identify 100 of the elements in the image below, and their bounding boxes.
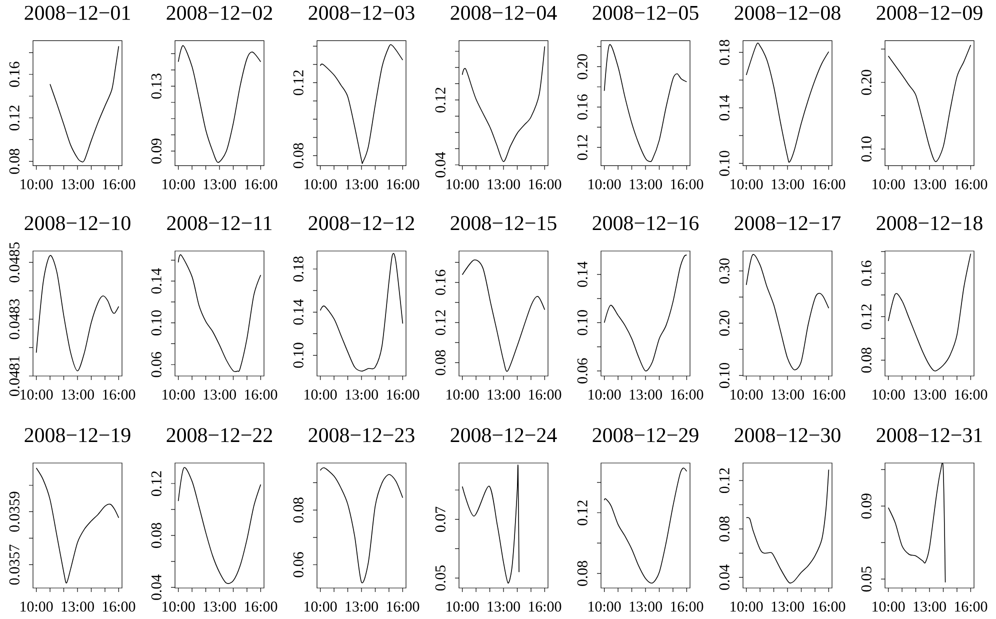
y-tick-label: 0.12 — [577, 500, 588, 526]
x-tick-label: 13:00 — [488, 602, 520, 612]
x-tick-label: 16:00 — [529, 390, 562, 400]
line-series — [746, 469, 830, 584]
y-tick-label: 0.04 — [151, 574, 162, 600]
line-series — [178, 45, 262, 163]
y-tick-label: 0.12 — [435, 310, 446, 336]
chart-title: 2008−12−09 — [876, 6, 982, 20]
x-tick-label: 16:00 — [245, 390, 278, 400]
y-tick-label: 0.05 — [435, 566, 446, 591]
y-tick-label: 0.16 — [861, 260, 872, 286]
x-tick-label: 16:00 — [955, 179, 988, 190]
x-tick-label: 16:00 — [103, 179, 136, 190]
y-tick-label: 0.18 — [293, 256, 304, 282]
x-tick-label: 16:00 — [955, 390, 988, 400]
y-tick-label: 0.08 — [577, 560, 588, 586]
x-tick-label: 10:00 — [730, 602, 763, 612]
y-tick-label: 0.0357 — [9, 544, 20, 585]
x-tick-label: 13:00 — [488, 390, 520, 400]
x-tick-label: 10:00 — [446, 602, 479, 612]
x-tick-label: 16:00 — [813, 390, 846, 400]
chart-title: 2008−12−05 — [592, 6, 698, 20]
y-tick-label: 0.0359 — [9, 492, 20, 532]
y-tick-label: 0.04 — [719, 564, 730, 590]
x-tick-label: 16:00 — [103, 602, 136, 612]
y-tick-label: 0.12 — [293, 70, 304, 96]
y-tick-label: 0.13 — [151, 74, 162, 99]
chart-title: 2008−12−04 — [450, 6, 557, 20]
x-tick-label: 13:00 — [630, 602, 662, 612]
y-tick-label: 0.12 — [577, 135, 588, 160]
x-tick-label: 16:00 — [955, 602, 988, 612]
x-tick-label: 10:00 — [588, 179, 621, 190]
x-tick-label: 16:00 — [529, 602, 562, 612]
y-tick-label: 0.14 — [151, 268, 162, 294]
x-tick-label: 16:00 — [387, 602, 420, 612]
x-tick-label: 10:00 — [20, 390, 53, 400]
x-tick-label: 10:00 — [730, 390, 763, 400]
chart-title: 2008−12−22 — [166, 428, 272, 442]
y-tick-label: 0.12 — [861, 304, 872, 330]
line-series — [888, 44, 972, 162]
y-tick-label: 0.16 — [435, 270, 446, 295]
line-series — [50, 46, 120, 162]
x-tick-label: 10:00 — [20, 179, 53, 190]
y-tick-label: 0.10 — [293, 342, 304, 368]
chart-title: 2008−12−12 — [308, 216, 414, 230]
y-tick-label: 0.05 — [861, 566, 872, 592]
x-tick-label: 13:00 — [772, 179, 804, 190]
x-tick-label: 10:00 — [730, 179, 763, 190]
x-tick-label: 13:00 — [346, 390, 378, 400]
y-tick-label: 0.09 — [151, 138, 162, 164]
line-series — [462, 46, 546, 162]
x-tick-label: 10:00 — [20, 602, 53, 612]
chart-title: 2008−12−31 — [876, 428, 982, 442]
y-tick-label: 0.12 — [9, 106, 20, 130]
line-series — [604, 254, 688, 372]
x-tick-label: 16:00 — [813, 179, 846, 190]
y-tick-label: 0.18 — [719, 40, 730, 65]
line-series — [36, 255, 120, 372]
chart-title: 2008−12−17 — [734, 216, 841, 230]
x-tick-label: 10:00 — [872, 602, 905, 612]
x-tick-label: 10:00 — [872, 179, 905, 190]
x-tick-label: 13:00 — [772, 602, 804, 612]
x-tick-label: 10:00 — [446, 179, 479, 190]
y-tick-label: 0.20 — [577, 54, 588, 80]
y-tick-label: 0.06 — [577, 358, 588, 384]
y-tick-label: 0.10 — [151, 310, 162, 336]
x-tick-label: 16:00 — [671, 602, 704, 612]
y-tick-label: 0.07 — [435, 506, 446, 532]
line-series — [746, 254, 830, 370]
y-tick-label: 0.12 — [435, 88, 446, 112]
y-tick-label: 0.09 — [861, 494, 872, 519]
x-tick-label: 10:00 — [304, 390, 337, 400]
x-tick-label: 13:00 — [914, 179, 946, 190]
y-tick-label: 0.10 — [861, 136, 872, 162]
y-tick-label: 0.14 — [577, 262, 588, 287]
y-tick-label: 0.30 — [719, 258, 730, 284]
x-tick-label: 10:00 — [304, 179, 337, 190]
y-tick-label: 0.08 — [719, 516, 730, 542]
x-tick-label: 13:00 — [346, 602, 378, 612]
y-tick-label: 0.08 — [435, 350, 446, 376]
y-tick-label: 0.10 — [719, 362, 730, 388]
chart-title: 2008−12−01 — [24, 6, 130, 20]
y-tick-label: 0.10 — [577, 310, 588, 336]
x-tick-label: 13:00 — [488, 179, 520, 190]
x-tick-label: 16:00 — [245, 602, 278, 612]
x-tick-label: 16:00 — [387, 390, 420, 400]
x-tick-label: 13:00 — [62, 602, 94, 612]
y-tick-label: 0.08 — [151, 522, 162, 548]
x-tick-label: 13:00 — [914, 602, 946, 612]
x-tick-label: 10:00 — [304, 602, 337, 612]
x-tick-label: 16:00 — [671, 390, 704, 400]
x-tick-label: 13:00 — [630, 179, 662, 190]
x-tick-label: 16:00 — [529, 179, 562, 190]
line-series — [604, 44, 688, 162]
line-series — [320, 468, 404, 583]
line-series — [178, 467, 262, 584]
line-series — [604, 468, 688, 584]
chart-title: 2008−12−11 — [167, 216, 272, 230]
y-tick-label: 0.20 — [861, 70, 872, 95]
y-tick-label: 0.16 — [577, 94, 588, 120]
